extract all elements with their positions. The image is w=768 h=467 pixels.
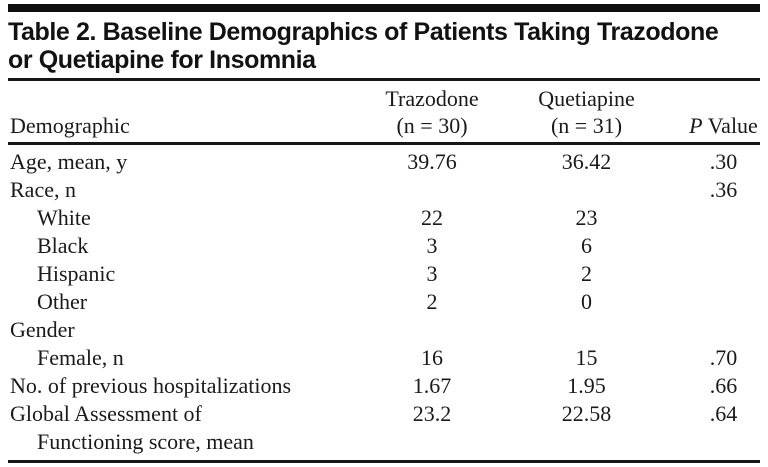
column-header-trazodone-name: Trazodone (385, 86, 479, 111)
row-label: No. of previous hospitalizations (10, 373, 292, 398)
column-header-quetiapine: Quetiapine (n = 31) (504, 81, 669, 145)
table-row: White 22 23 (8, 204, 760, 232)
p-value: .36 (709, 177, 738, 202)
p-value (669, 288, 760, 316)
p-value (669, 316, 760, 344)
table-row: Gender (8, 316, 760, 344)
table-body: Age, mean, y 39.76 36.42 .30 Race, n .36… (8, 144, 760, 462)
row-label: Functioning score, mean (37, 429, 254, 454)
column-header-pvalue-p: P (689, 113, 703, 138)
column-header-demographic: Demographic (8, 81, 360, 145)
table-row: Race, n .36 (8, 176, 760, 204)
quetiapine-value: 23 (575, 205, 598, 230)
trazodone-value (360, 176, 504, 204)
table-title: Table 2. Baseline Demographics of Patien… (8, 18, 760, 81)
demographics-table: Demographic Trazodone (n = 30) Quetiapin… (8, 81, 760, 463)
trazodone-value (360, 316, 504, 344)
p-value: .64 (709, 401, 738, 426)
column-header-trazodone-n: (n = 30) (396, 113, 468, 138)
header-row: Demographic Trazodone (n = 30) Quetiapin… (8, 81, 760, 145)
quetiapine-value: 22.58 (561, 401, 612, 426)
table-title-line1: Table 2. Baseline Demographics of Patien… (8, 18, 719, 46)
p-value: .30 (709, 149, 738, 174)
column-header-pvalue-rest: Value (707, 113, 758, 138)
table-row: Black 3 6 (8, 232, 760, 260)
p-value: .66 (709, 373, 738, 398)
p-value (669, 260, 760, 288)
trazodone-value (360, 428, 504, 462)
row-label: Female, n (37, 345, 124, 370)
table-row: Global Assessment of 23.2 22.58 .64 (8, 400, 760, 428)
p-value (669, 204, 760, 232)
row-label: Race, n (10, 177, 76, 202)
table-row: No. of previous hospitalizations 1.67 1.… (8, 372, 760, 400)
quetiapine-value: 15 (575, 345, 598, 370)
row-label: White (37, 205, 91, 230)
table-title-line2: or Quetiapine for Insomnia (8, 46, 316, 74)
table-row: Hispanic 3 2 (8, 260, 760, 288)
table-row: Functioning score, mean (8, 428, 760, 462)
row-label: Age, mean, y (10, 149, 128, 174)
quetiapine-value: 6 (581, 233, 592, 258)
row-label: Gender (10, 317, 75, 342)
top-rule-bar (8, 4, 760, 12)
column-header-trazodone: Trazodone (n = 30) (360, 81, 504, 145)
p-value (669, 428, 760, 462)
trazodone-value: 22 (421, 205, 443, 230)
row-label: Other (37, 289, 88, 314)
table-row: Female, n 16 15 .70 (8, 344, 760, 372)
row-label: Hispanic (37, 261, 116, 286)
quetiapine-value: 2 (581, 261, 592, 286)
trazodone-value: 2 (426, 289, 438, 314)
quetiapine-value (504, 428, 669, 462)
trazodone-value: 3 (426, 233, 438, 258)
trazodone-value: 39.76 (407, 149, 457, 174)
column-header-pvalue: P Value (669, 81, 760, 145)
quetiapine-value: 1.95 (567, 373, 606, 398)
quetiapine-value (504, 316, 669, 344)
table-header: Demographic Trazodone (n = 30) Quetiapin… (8, 81, 760, 145)
table-row: Other 2 0 (8, 288, 760, 316)
trazodone-value: 1.67 (412, 373, 452, 398)
quetiapine-value: 36.42 (561, 149, 612, 174)
column-header-quetiapine-name: Quetiapine (538, 86, 635, 111)
table-row: Age, mean, y 39.76 36.42 .30 (8, 144, 760, 177)
p-value: .70 (709, 345, 738, 370)
row-label: Global Assessment of (10, 401, 202, 426)
row-label: Black (37, 233, 89, 258)
column-header-quetiapine-n: (n = 31) (550, 113, 623, 138)
quetiapine-value (504, 176, 669, 204)
p-value (669, 232, 760, 260)
quetiapine-value: 0 (581, 289, 592, 314)
trazodone-value: 23.2 (412, 401, 452, 426)
trazodone-value: 3 (426, 261, 438, 286)
trazodone-value: 16 (421, 345, 443, 370)
